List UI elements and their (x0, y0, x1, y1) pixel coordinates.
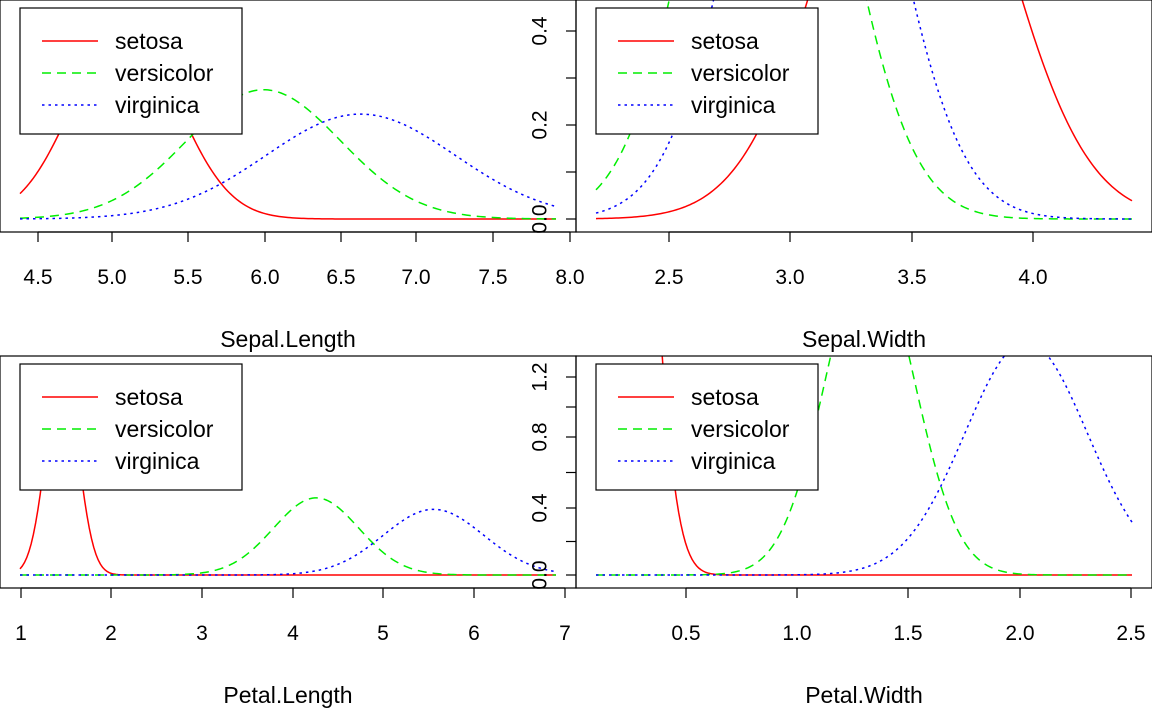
x-tick-label: 4.0 (1018, 266, 1047, 289)
legend-label-virginica: virginica (115, 92, 200, 118)
series-setosa (661, 356, 1132, 576)
legend-label-virginica: virginica (115, 448, 200, 474)
x-tick-label: 0.5 (671, 622, 700, 645)
x-tick-label: 3 (196, 622, 208, 645)
curves (596, 356, 1133, 576)
series-virginica (19, 113, 557, 220)
x-tick-label: 3.0 (775, 266, 804, 289)
y-tick-label: 0.4 (529, 493, 552, 523)
x-tick-label: 1 (15, 622, 27, 645)
series-versicolor (595, 0, 1132, 220)
x-tick-label: 4 (287, 622, 299, 645)
curves (19, 365, 557, 576)
x-axis-label: Sepal.Width (802, 326, 926, 352)
x-tick-label: 5.5 (173, 266, 202, 289)
x-tick-label: 2.5 (1116, 622, 1145, 645)
x-tick-label: 2 (105, 622, 117, 645)
x-tick-label: 4.5 (23, 266, 52, 289)
x-tick-label: 8.0 (555, 266, 584, 289)
legend-label-setosa: setosa (115, 28, 183, 54)
series-versicolor (19, 88, 557, 220)
x-tick-label: 5.0 (97, 266, 126, 289)
x-tick-label: 1.5 (893, 622, 922, 645)
x-tick-label: 2.0 (1005, 622, 1034, 645)
x-tick-label: 2.5 (654, 266, 683, 289)
x-tick-label: 6 (468, 622, 480, 645)
y-tick-label: 0.0 (529, 204, 552, 233)
panel-1: 4.5 5.0 5.5 6.0 6.5 7.0 7.5 8.0 Sepal.Length seto… (0, 0, 585, 352)
series-virginica (596, 356, 1133, 576)
x-tick-label: 6.5 (326, 266, 355, 289)
x-tick-label: 5 (377, 622, 389, 645)
y-tick-label: 0.4 (529, 16, 552, 46)
x-axis: 1 2 3 4 5 6 7 (15, 587, 571, 645)
legend-label-setosa: setosa (691, 28, 759, 54)
legend: setosa versicolor virginica (595, 7, 819, 135)
series-virginica (20, 508, 557, 576)
legend-box (19, 7, 243, 135)
legend-label-versicolor: versicolor (115, 60, 214, 86)
legend: setosa versicolor virginica (19, 363, 243, 491)
series-versicolor (20, 497, 556, 576)
panel-4: 0.5 1.0 1.5 2.0 2.5 Petal.Width 0.0 0.4 0.8 1.2 se… (529, 355, 1152, 708)
x-tick-label: 7 (559, 622, 571, 645)
x-tick-label: 3.5 (897, 266, 926, 289)
legend-label-setosa: setosa (691, 384, 759, 410)
y-tick-label: 0.0 (529, 560, 552, 589)
x-tick-label: 7.5 (478, 266, 507, 289)
legend-box (19, 363, 243, 491)
panel-3: 1 2 3 4 5 6 7 Petal.Length setosa versicolor virgi… (0, 355, 577, 708)
legend-label-versicolor: versicolor (691, 60, 790, 86)
y-tick-label: 0.2 (529, 110, 552, 139)
x-axis-label: Petal.Length (223, 682, 352, 708)
y-axis: 0.0 0.4 0.8 1.2 (529, 362, 576, 590)
x-tick-label: 6.0 (250, 266, 279, 289)
legend-label-versicolor: versicolor (691, 416, 790, 442)
legend-label-virginica: virginica (691, 448, 776, 474)
legend-box (595, 363, 819, 491)
panel-2: 2.5 3.0 3.5 4.0 Sepal.Width 0.0 0.2 0.4 setosa ve… (529, 0, 1152, 352)
legend: setosa versicolor virginica (595, 363, 819, 491)
legend-box (595, 7, 819, 135)
legend: setosa versicolor virginica (19, 7, 243, 135)
x-axis-label: Petal.Width (805, 682, 923, 708)
y-axis: 0.0 0.2 0.4 (529, 16, 576, 234)
legend-label-versicolor: versicolor (115, 416, 214, 442)
x-axis: 2.5 3.0 3.5 4.0 (654, 231, 1048, 289)
x-axis: 4.5 5.0 5.5 6.0 6.5 7.0 7.5 8.0 (23, 231, 585, 289)
legend-label-setosa: setosa (115, 384, 183, 410)
x-tick-label: 7.0 (401, 266, 430, 289)
legend-label-virginica: virginica (691, 92, 776, 118)
series-setosa (595, 0, 1133, 220)
y-tick-label: 1.2 (529, 362, 552, 391)
x-tick-label: 1.0 (782, 622, 811, 645)
x-axis: 0.5 1.0 1.5 2.0 2.5 (671, 587, 1146, 645)
x-axis-label: Sepal.Length (220, 326, 356, 352)
y-tick-label: 0.8 (529, 422, 552, 451)
